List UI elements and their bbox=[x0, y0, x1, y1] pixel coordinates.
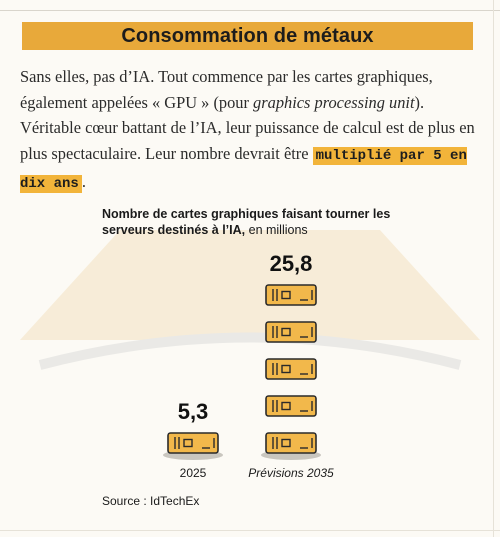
background-illustration bbox=[20, 230, 480, 370]
intro-paragraph: Sans elles, pas d’IA. Tout commence par … bbox=[20, 64, 482, 198]
bottom-divider bbox=[0, 530, 500, 531]
gpu-card-icon bbox=[265, 395, 317, 417]
gpu-card-icon bbox=[265, 284, 317, 306]
section-title: Consommation de métaux bbox=[121, 24, 374, 47]
source-note: Source : IdTechEx bbox=[102, 494, 200, 508]
x-label-2035: Prévisions 2035 bbox=[248, 466, 334, 480]
intro-end: . bbox=[81, 172, 86, 191]
chart-title-bold: Nombre de cartes graphiques faisant tour… bbox=[102, 207, 391, 237]
gpu-card-icon bbox=[167, 432, 219, 454]
chart-title-unit: en millions bbox=[245, 223, 308, 237]
gpu-card-icon bbox=[265, 432, 317, 454]
top-divider bbox=[0, 10, 500, 11]
section-title-banner: Consommation de métaux bbox=[22, 22, 473, 50]
intro-text-2: ). Véritable cœur battant de l’IA, leur … bbox=[20, 92, 475, 163]
value-label-2025: 5,3 bbox=[177, 399, 209, 424]
value-label-2035: 25,8 bbox=[269, 251, 313, 276]
bar-prévisions-2035 bbox=[265, 284, 317, 454]
intro-italic: graphics processing unit bbox=[253, 92, 415, 112]
right-divider bbox=[493, 0, 494, 537]
chart-title: Nombre de cartes graphiques faisant tour… bbox=[102, 206, 442, 238]
gpu-card-icon bbox=[265, 358, 317, 380]
x-label-2025: 2025 bbox=[179, 466, 207, 480]
gpu-card-icon bbox=[265, 321, 317, 343]
bar-2025 bbox=[167, 432, 219, 454]
intro-text-1: Sans elles, pas d’IA. Tout commence par … bbox=[20, 67, 433, 112]
